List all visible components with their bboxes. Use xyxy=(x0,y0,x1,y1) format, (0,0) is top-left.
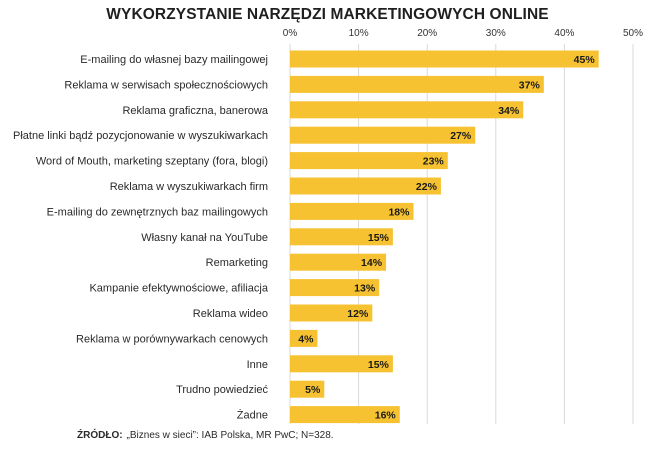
bars xyxy=(290,50,599,424)
bar xyxy=(290,202,414,220)
category-label: Remarketing xyxy=(206,257,268,269)
bar xyxy=(290,380,325,398)
bar xyxy=(290,355,393,373)
bar xyxy=(290,75,544,93)
data-label: 14% xyxy=(361,257,383,269)
category-label: Kampanie efektywnościowe, afiliacja xyxy=(89,283,268,295)
category-label: Trudno powiedzieć xyxy=(176,384,268,396)
bar xyxy=(290,228,393,246)
x-tick-label: 20% xyxy=(417,28,437,39)
category-label: Reklama w wyszukiwarkach firm xyxy=(110,181,268,193)
category-label: Reklama wideo xyxy=(193,308,268,320)
data-label: 22% xyxy=(416,181,438,193)
category-label: Żadne xyxy=(237,409,268,422)
data-label: 23% xyxy=(423,156,445,168)
bar xyxy=(290,101,524,119)
x-tick-label: 10% xyxy=(349,28,369,39)
category-label: E-mailing do zewnętrznych baz mailingowy… xyxy=(47,206,268,218)
category-labels: E-mailing do własnej bazy mailingowej Rek… xyxy=(13,54,269,422)
bar xyxy=(290,253,387,271)
category-label: E-mailing do własnej bazy mailingowej xyxy=(80,54,268,66)
category-label: Reklama w serwisach społecznościowych xyxy=(64,79,268,91)
category-label: Reklama w porównywarkach cenowych xyxy=(76,333,268,345)
bar xyxy=(290,126,476,144)
chart-title: WYKORZYSTANIE NARZĘDZI MARKETINGOWYCH ON… xyxy=(106,6,549,23)
data-label: 15% xyxy=(368,359,390,371)
data-label: 13% xyxy=(354,283,376,295)
data-label: 4% xyxy=(298,333,314,345)
category-label: Własny kanał na YouTube xyxy=(141,232,268,244)
source-label: ŹRÓDŁO: xyxy=(77,430,123,441)
data-label: 12% xyxy=(347,308,369,320)
x-tick-label: 30% xyxy=(486,28,506,39)
bar xyxy=(290,50,599,68)
x-tick-label: 40% xyxy=(554,28,574,39)
data-label: 16% xyxy=(375,410,397,422)
bar xyxy=(290,177,441,195)
data-label: 37% xyxy=(519,79,541,91)
data-label: 45% xyxy=(574,54,596,66)
x-tick-label: 0% xyxy=(283,28,298,39)
data-label: 18% xyxy=(388,206,410,218)
bar xyxy=(290,279,380,297)
category-label: Reklama graficzna, banerowa xyxy=(122,105,268,117)
x-axis: 0% 10% 20% 30% 40% 50% xyxy=(283,28,643,39)
category-label: Płatne linki bądź pozycjonowanie w wyszu… xyxy=(13,130,268,142)
x-tick-label: 50% xyxy=(623,28,643,39)
data-label: 34% xyxy=(498,105,520,117)
data-label: 5% xyxy=(305,384,321,396)
value-labels: 45% 37% 34% 27% 23% 22% 18% 15% 14% 13% 12% 4% 15% 5%… xyxy=(298,54,595,422)
data-label: 27% xyxy=(450,130,472,142)
source-text: „Biznes w sieci”: IAB Polska, MR PwC; N=… xyxy=(126,430,334,441)
bar xyxy=(290,329,318,347)
source-note: ŹRÓDŁO: „Biznes w sieci”: IAB Polska, MR … xyxy=(77,430,334,441)
data-label: 15% xyxy=(368,232,390,244)
bar xyxy=(290,406,400,424)
category-label: Inne xyxy=(247,359,268,371)
bar xyxy=(290,152,448,170)
category-label: Word of Mouth, marketing szeptany (fora,… xyxy=(36,156,268,168)
bar xyxy=(290,304,373,322)
